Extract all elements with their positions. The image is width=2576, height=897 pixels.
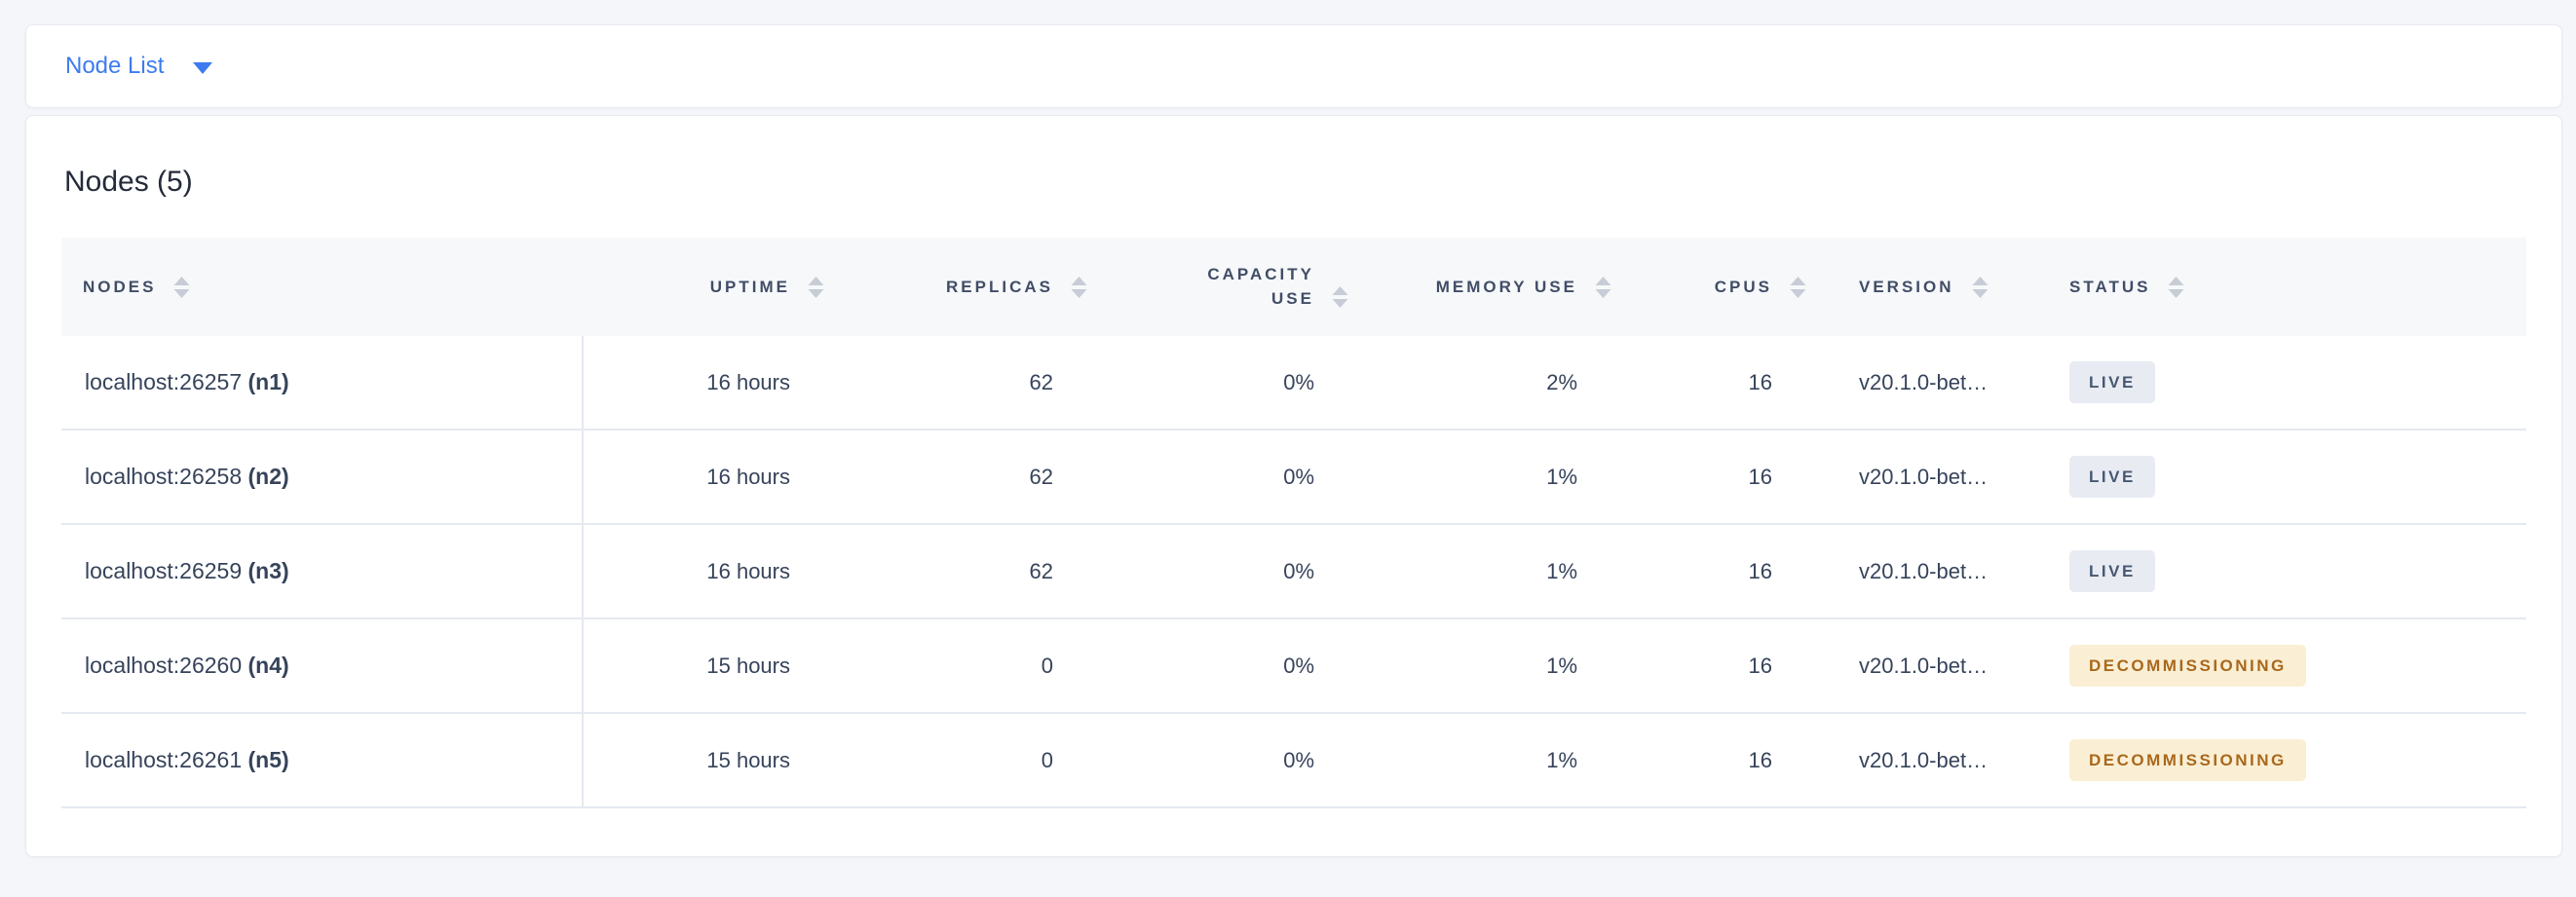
status-badge: LIVE xyxy=(2069,550,2155,592)
page-title: Nodes (5) xyxy=(64,166,193,198)
nodes-table: NODES UPTIME REPLICAS CAPACITY USE MEMORY US… xyxy=(61,238,2526,808)
column-header-uptime[interactable]: UPTIME xyxy=(582,276,824,298)
cell-status: DECOMMISSIONING xyxy=(2052,645,2526,687)
cell-replicas: 62 xyxy=(1029,369,1053,394)
sort-arrows-icon xyxy=(1071,276,1087,298)
cell-version: v20.1.0-bet… xyxy=(1859,369,1989,394)
column-label: CAPACITY USE xyxy=(1207,264,1314,308)
node-address: localhost:26258 xyxy=(85,464,243,489)
sort-arrows-icon xyxy=(1332,285,1348,308)
table-row: localhost:26261 (n5) 15 hours 0 0% 1% 16 v20.1… xyxy=(61,714,2526,808)
column-label: MEMORY USE xyxy=(1435,277,1577,296)
cell-node: localhost:26257 (n1) xyxy=(61,369,582,395)
sort-arrows-icon xyxy=(1790,276,1806,298)
sort-arrows-icon xyxy=(808,276,824,298)
cell-memory_use: 1% xyxy=(1546,558,1577,583)
node-id: (n2) xyxy=(247,464,289,489)
column-label: UPTIME xyxy=(709,277,790,296)
cell-version: v20.1.0-bet… xyxy=(1859,747,1989,772)
column-label: STATUS xyxy=(2069,277,2151,296)
cell-version: v20.1.0-bet… xyxy=(1859,558,1989,583)
table-row: localhost:26259 (n3) 16 hours 62 0% 1% 16 v20.… xyxy=(61,525,2526,619)
node-address: localhost:26260 xyxy=(85,653,243,678)
cell-status: LIVE xyxy=(2052,361,2526,403)
cell-uptime: 16 hours xyxy=(706,464,790,489)
cell-replicas: 0 xyxy=(1041,653,1053,678)
cell-memory_use: 2% xyxy=(1546,369,1577,394)
node-id: (n4) xyxy=(247,653,289,678)
column-header-memory_use[interactable]: MEMORY USE xyxy=(1348,276,1611,298)
column-header-version[interactable]: VERSION xyxy=(1806,276,2052,298)
cell-version: v20.1.0-bet… xyxy=(1859,464,1989,489)
node-id: (n1) xyxy=(247,369,289,394)
cell-cpus: 16 xyxy=(1748,558,1772,583)
view-selector-card: Node List xyxy=(25,24,2562,108)
table-header-row: NODES UPTIME REPLICAS CAPACITY USE MEMORY US… xyxy=(61,238,2526,336)
cell-node: localhost:26260 (n4) xyxy=(61,653,582,679)
view-mode-dropdown[interactable]: Node List xyxy=(65,53,213,80)
node-address: localhost:26257 xyxy=(85,369,243,394)
column-label: NODES xyxy=(83,277,157,296)
column-header-status[interactable]: STATUS xyxy=(2052,276,2526,298)
cell-capacity_use: 0% xyxy=(1283,747,1314,772)
cell-memory_use: 1% xyxy=(1546,747,1577,772)
node-address: localhost:26261 xyxy=(85,747,243,772)
table-row: localhost:26258 (n2) 16 hours 62 0% 1% 16 v20.… xyxy=(61,430,2526,525)
cell-version: v20.1.0-bet… xyxy=(1859,653,1989,678)
node-id: (n3) xyxy=(247,558,289,583)
cell-cpus: 16 xyxy=(1748,464,1772,489)
cell-capacity_use: 0% xyxy=(1283,558,1314,583)
cell-node: localhost:26258 (n2) xyxy=(61,464,582,490)
table-row: localhost:26260 (n4) 15 hours 0 0% 1% 16 v20.1… xyxy=(61,619,2526,714)
cell-replicas: 0 xyxy=(1041,747,1053,772)
column-label: CPUS xyxy=(1714,277,1772,296)
cell-memory_use: 1% xyxy=(1546,464,1577,489)
caret-down-icon xyxy=(193,61,213,74)
column-header-node[interactable]: NODES xyxy=(61,276,582,298)
column-header-replicas[interactable]: REPLICAS xyxy=(824,276,1087,298)
status-badge: LIVE xyxy=(2069,361,2155,403)
sort-arrows-icon xyxy=(1972,276,1989,298)
cell-uptime: 16 hours xyxy=(706,558,790,583)
view-mode-label: Node List xyxy=(65,53,165,79)
node-address: localhost:26259 xyxy=(85,558,243,583)
cell-cpus: 16 xyxy=(1748,653,1772,678)
node-id: (n5) xyxy=(247,747,289,772)
status-badge: DECOMMISSIONING xyxy=(2069,645,2306,687)
cell-cpus: 16 xyxy=(1748,369,1772,394)
column-label: REPLICAS xyxy=(946,277,1053,296)
column-header-capacity_use[interactable]: CAPACITY USE xyxy=(1087,263,1348,311)
cell-status: LIVE xyxy=(2052,550,2526,592)
cell-capacity_use: 0% xyxy=(1283,369,1314,394)
cell-uptime: 16 hours xyxy=(706,369,790,394)
cell-uptime: 15 hours xyxy=(706,653,790,678)
cell-node: localhost:26261 (n5) xyxy=(61,747,582,773)
cell-node: localhost:26259 (n3) xyxy=(61,558,582,584)
status-badge: DECOMMISSIONING xyxy=(2069,739,2306,781)
table-body: localhost:26257 (n1) 16 hours 62 0% 2% 16 v20.… xyxy=(61,336,2526,808)
page: Node List Nodes (5) NODES UPTIME REPLICAS C… xyxy=(0,24,2576,857)
cell-cpus: 16 xyxy=(1748,747,1772,772)
status-badge: LIVE xyxy=(2069,456,2155,498)
cell-capacity_use: 0% xyxy=(1283,653,1314,678)
table-row: localhost:26257 (n1) 16 hours 62 0% 2% 16 v20.… xyxy=(61,336,2526,430)
cell-uptime: 15 hours xyxy=(706,747,790,772)
cell-replicas: 62 xyxy=(1029,558,1053,583)
column-header-cpus[interactable]: CPUS xyxy=(1611,276,1806,298)
cell-memory_use: 1% xyxy=(1546,653,1577,678)
nodes-card: Nodes (5) NODES UPTIME REPLICAS CAPACITY US… xyxy=(25,115,2562,857)
column-divider xyxy=(582,336,584,808)
cell-capacity_use: 0% xyxy=(1283,464,1314,489)
sort-arrows-icon xyxy=(2168,276,2184,298)
sort-arrows-icon xyxy=(1595,276,1611,298)
cell-replicas: 62 xyxy=(1029,464,1053,489)
column-label: VERSION xyxy=(1859,277,1954,296)
cell-status: DECOMMISSIONING xyxy=(2052,739,2526,781)
cell-status: LIVE xyxy=(2052,456,2526,498)
sort-arrows-icon xyxy=(173,276,190,298)
